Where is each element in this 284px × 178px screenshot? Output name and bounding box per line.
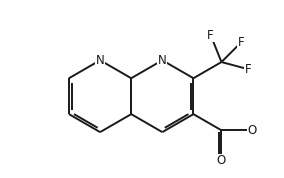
Text: F: F: [245, 63, 252, 76]
Text: F: F: [207, 29, 214, 42]
Text: F: F: [238, 36, 245, 49]
Text: O: O: [217, 154, 226, 167]
Text: N: N: [96, 54, 105, 67]
Text: O: O: [247, 124, 257, 137]
Text: N: N: [158, 54, 167, 67]
